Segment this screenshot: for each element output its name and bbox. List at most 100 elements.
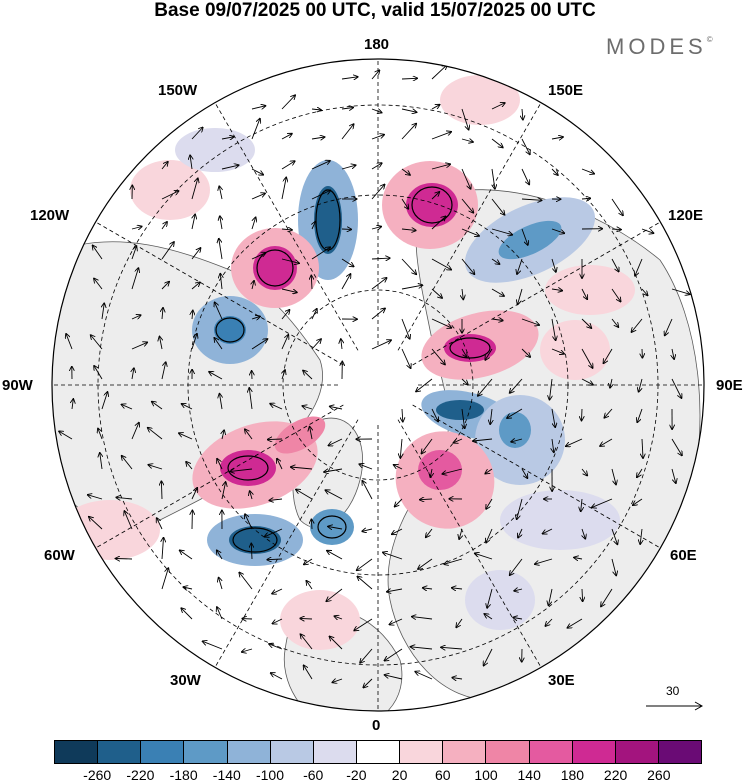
wind-vector bbox=[671, 378, 682, 398]
wind-vector bbox=[521, 199, 542, 200]
wind-vector bbox=[242, 649, 253, 652]
wind-vector bbox=[491, 228, 512, 235]
wind-vector bbox=[401, 198, 408, 209]
wind-vector bbox=[487, 588, 493, 608]
wind-vector bbox=[371, 340, 391, 350]
wind-vector bbox=[401, 285, 422, 290]
latitude-circle bbox=[282, 289, 474, 481]
wind-vector bbox=[401, 258, 416, 274]
wind-vector bbox=[191, 248, 201, 260]
anomaly-negative-core bbox=[314, 186, 342, 254]
wind-vector bbox=[100, 453, 102, 470]
wind-vector bbox=[303, 371, 313, 380]
wind-vector bbox=[152, 402, 163, 410]
wind-vector bbox=[190, 155, 192, 170]
colorbar-swatch bbox=[658, 741, 702, 763]
wind-vector bbox=[392, 528, 403, 534]
wind-vector bbox=[574, 558, 583, 560]
wind-vector bbox=[521, 348, 530, 357]
wind-vector bbox=[637, 408, 643, 422]
wind-vector bbox=[461, 168, 471, 189]
wind-vector bbox=[568, 618, 583, 628]
wind-vector bbox=[461, 108, 469, 130]
wind-vector bbox=[611, 229, 621, 230]
wind-vector bbox=[281, 335, 288, 350]
wind-vector bbox=[543, 528, 553, 534]
wind-vector bbox=[251, 193, 265, 200]
wind-vector bbox=[270, 404, 283, 410]
wind-vector bbox=[251, 217, 256, 230]
wind-vector bbox=[671, 288, 690, 294]
colorbar-tick-label: -140 bbox=[212, 767, 241, 783]
wind-vector bbox=[311, 161, 330, 170]
wind-vector bbox=[431, 348, 445, 364]
lon-label-90w: 90W bbox=[2, 377, 33, 394]
wind-vector bbox=[461, 258, 474, 274]
wind-vector bbox=[306, 581, 313, 590]
anomaly-negative-core bbox=[436, 400, 484, 420]
wind-vector bbox=[459, 528, 462, 539]
wind-vector bbox=[131, 342, 147, 350]
anomaly-positive-core bbox=[406, 183, 458, 227]
wind-vector bbox=[182, 404, 193, 410]
wind-vector bbox=[610, 378, 612, 388]
wind-vector bbox=[486, 498, 493, 509]
wind-vector bbox=[507, 408, 523, 418]
wind-vector bbox=[518, 288, 523, 304]
wind-vector bbox=[484, 648, 493, 666]
polar-map bbox=[51, 58, 705, 712]
wind-vector bbox=[124, 511, 133, 530]
contour-line bbox=[449, 337, 491, 359]
wind-vector bbox=[401, 318, 410, 339]
wind-vector bbox=[551, 258, 556, 272]
wind-vector bbox=[581, 378, 593, 385]
wind-vector bbox=[551, 228, 564, 233]
wind-vector bbox=[249, 388, 252, 410]
wind-vector bbox=[161, 362, 166, 380]
wind-vector bbox=[461, 378, 468, 385]
wind-vector bbox=[362, 529, 373, 531]
wind-vector bbox=[513, 618, 523, 620]
contour-line bbox=[411, 186, 453, 224]
wind-vector bbox=[442, 468, 463, 474]
wind-vector bbox=[131, 268, 138, 290]
wind-vector bbox=[357, 577, 373, 590]
wind-vector bbox=[401, 229, 416, 230]
wind-vector bbox=[102, 303, 104, 320]
wind-vector bbox=[131, 423, 139, 440]
colorbar-tick-label: 100 bbox=[474, 767, 498, 783]
colorbar-swatch bbox=[141, 741, 185, 763]
wind-vector bbox=[362, 481, 373, 500]
wind-vector bbox=[94, 279, 103, 290]
wind-vector bbox=[251, 316, 260, 319]
wind-vector bbox=[131, 247, 136, 260]
wind-vector bbox=[332, 679, 343, 682]
colorbar-swatch bbox=[184, 741, 228, 763]
wind-vector bbox=[162, 538, 164, 560]
wind-vector bbox=[251, 253, 266, 260]
wind-vector bbox=[116, 497, 133, 499]
wind-vector bbox=[360, 648, 373, 663]
wind-vector bbox=[639, 378, 643, 392]
wind-vector bbox=[478, 378, 493, 396]
wind-vector bbox=[220, 394, 223, 410]
wind-vector bbox=[191, 282, 200, 290]
wind-vector bbox=[222, 430, 224, 440]
contour-line bbox=[232, 527, 278, 553]
wind-vector bbox=[473, 439, 493, 441]
wind-vector bbox=[551, 318, 556, 340]
wind-vector bbox=[387, 589, 403, 592]
wind-vector bbox=[162, 308, 163, 320]
wind-vector bbox=[341, 108, 353, 110]
wind-vector bbox=[161, 481, 162, 500]
wind-vector bbox=[401, 124, 416, 140]
wind-vector bbox=[426, 528, 433, 537]
wind-vector bbox=[245, 429, 253, 440]
colorbar-tick-label: 140 bbox=[517, 767, 541, 783]
colorbar bbox=[54, 740, 702, 764]
wind-vector bbox=[250, 491, 252, 500]
wind-vector bbox=[311, 339, 321, 350]
wind-vector bbox=[311, 109, 321, 110]
wind-vector bbox=[311, 190, 330, 200]
anomaly-positive bbox=[440, 75, 520, 125]
